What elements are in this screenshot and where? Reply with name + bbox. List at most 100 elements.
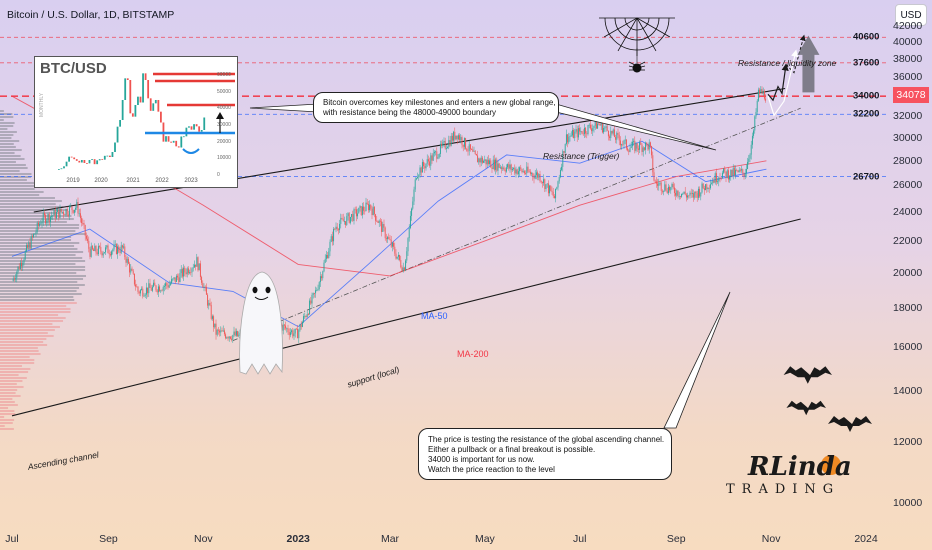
- candle-body: [88, 240, 90, 249]
- candle-body: [702, 183, 704, 189]
- volume-profile-bar: [0, 362, 35, 364]
- candle-body: [747, 161, 749, 169]
- candle-body: [744, 173, 746, 177]
- volume-profile-bar: [0, 305, 67, 307]
- candle-body: [193, 264, 195, 268]
- volume-profile-bar: [0, 323, 53, 325]
- inset-candle: [195, 124, 198, 127]
- volume-profile-bar: [0, 335, 54, 337]
- inset-candle: [139, 96, 142, 103]
- candle-body: [367, 203, 369, 211]
- candle-body: [444, 140, 446, 149]
- candle-body: [387, 237, 389, 240]
- inset-candle: [129, 80, 132, 114]
- candle-body: [49, 216, 51, 223]
- candle-body: [149, 283, 151, 288]
- candle-body: [663, 190, 665, 192]
- candle-body: [364, 210, 366, 212]
- candle-body: [731, 169, 733, 176]
- volume-profile-bar: [0, 338, 47, 340]
- candle-body: [665, 184, 667, 191]
- inset-y-tick: 20000: [217, 138, 231, 145]
- candle-body: [195, 264, 197, 267]
- candle-body: [646, 142, 648, 145]
- candle-body: [467, 150, 469, 152]
- candle-body: [30, 236, 32, 249]
- candle-body: [491, 167, 493, 169]
- candle-body: [155, 285, 157, 291]
- candle-body: [647, 144, 649, 150]
- volume-profile-bar: [0, 230, 76, 232]
- candle-body: [725, 171, 727, 178]
- candle-body: [101, 251, 103, 256]
- callout-line: 34000 is important for us now.: [428, 455, 535, 464]
- candle-body: [99, 246, 101, 247]
- candle-body: [178, 277, 180, 283]
- candle-body: [58, 209, 60, 218]
- candle-body: [298, 330, 300, 339]
- candle-body: [191, 268, 193, 273]
- candle-body: [669, 186, 671, 191]
- candle-body: [119, 251, 121, 253]
- ghost-eye: [252, 286, 258, 294]
- volume-profile-bar: [0, 392, 16, 394]
- candle-body: [225, 334, 227, 339]
- candle-body: [546, 183, 548, 185]
- spider-leg: [636, 61, 646, 67]
- candle-body: [160, 290, 162, 292]
- candle-body: [557, 181, 559, 188]
- candle-body: [378, 220, 380, 223]
- candle-body: [633, 140, 635, 142]
- inset-plot: [58, 72, 235, 170]
- candle-body: [311, 294, 313, 304]
- candle-body: [54, 210, 56, 219]
- candle-body: [575, 129, 577, 132]
- candle-body: [436, 151, 438, 159]
- candle-body: [48, 214, 50, 223]
- inset-candle: [83, 160, 86, 163]
- candle-body: [753, 130, 755, 136]
- price-tick: 10000: [893, 497, 923, 509]
- candle-body: [325, 255, 327, 259]
- candle-body: [507, 164, 509, 168]
- candle-body: [83, 223, 85, 226]
- volume-profile-bar: [0, 365, 22, 367]
- currency-button[interactable]: USD: [895, 4, 927, 26]
- inset-y-tick: 50000: [217, 88, 231, 95]
- candle-body: [765, 98, 767, 101]
- candle-body: [229, 336, 231, 339]
- inset-candle: [175, 140, 178, 147]
- candle-body: [515, 169, 517, 174]
- candle-body: [735, 169, 737, 176]
- candle-body: [72, 210, 74, 213]
- candle-body: [481, 157, 483, 163]
- candle-body: [126, 258, 128, 263]
- time-tick: May: [474, 533, 495, 545]
- candle-body: [551, 190, 553, 192]
- candle-body: [468, 144, 470, 151]
- volume-profile-bar: [0, 308, 71, 310]
- candle-body: [103, 252, 105, 254]
- candle-body: [675, 192, 677, 196]
- volume-profile-bar: [0, 173, 32, 175]
- candle-body: [420, 167, 422, 173]
- callout-pointers: [249, 103, 731, 429]
- candle-body: [545, 184, 547, 190]
- candle-body: [31, 236, 33, 238]
- candle-body: [47, 214, 49, 221]
- candle-body: [156, 290, 158, 293]
- inset-candle: [203, 117, 206, 130]
- candle-body: [238, 334, 240, 337]
- time-tick: Jul: [5, 533, 19, 545]
- candle-body: [403, 267, 405, 271]
- volume-profile-bar: [0, 389, 18, 391]
- candle-body: [574, 131, 576, 139]
- candle-body: [315, 290, 317, 294]
- candle-body: [96, 252, 98, 255]
- volume-profile-bar: [0, 188, 35, 190]
- candle-body: [172, 278, 174, 280]
- candle-body: [433, 151, 435, 154]
- price-tick: 16000: [893, 340, 923, 353]
- volume-profile-bar: [0, 131, 17, 133]
- candle-body: [701, 183, 703, 193]
